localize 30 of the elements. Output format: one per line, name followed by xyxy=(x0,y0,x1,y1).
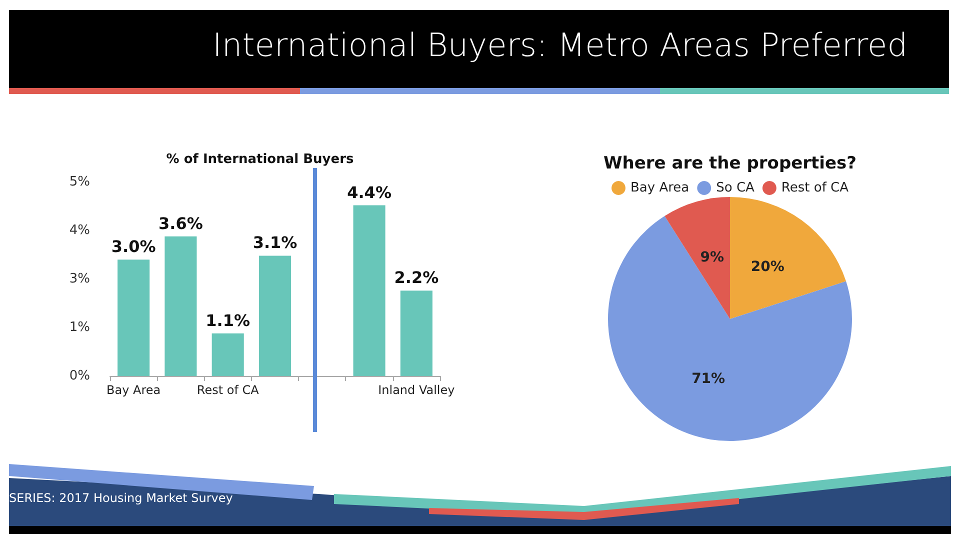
bar xyxy=(118,260,150,376)
x-tick-label: Bay Area xyxy=(106,383,161,397)
data-label: 3.6% xyxy=(158,214,203,233)
data-label: 9% xyxy=(700,250,724,266)
legend-label: Bay Area xyxy=(630,180,690,196)
bar xyxy=(400,290,432,376)
data-label: 2.2% xyxy=(394,268,439,288)
y-tick-label: 4% xyxy=(69,223,90,238)
bar xyxy=(164,236,197,376)
legend-label: Rest of CA xyxy=(781,180,849,196)
y-tick-label: 5% xyxy=(69,174,90,190)
data-label: 4.4% xyxy=(347,182,392,202)
bar xyxy=(258,256,292,376)
bar xyxy=(353,205,386,376)
text: International Buyers: Metro Areas Preferred xyxy=(211,26,908,64)
data-label: 3.0% xyxy=(111,237,156,256)
y-tick-label: 1% xyxy=(69,320,90,335)
y-tick-label: 0% xyxy=(69,368,90,384)
data-label: 1.1% xyxy=(206,310,250,330)
bar xyxy=(212,333,244,376)
legend-label: So CA xyxy=(716,180,755,196)
x-tick-label: Inland Valley xyxy=(378,383,455,397)
chart-title: Where are the properties? xyxy=(604,154,856,174)
data-label: 71% xyxy=(692,371,726,388)
data-label: 3.1% xyxy=(252,233,298,252)
text: SERIES: 2017 Housing Market Survey xyxy=(9,491,233,505)
y-tick-label: 3% xyxy=(69,272,90,286)
x-tick-label: Rest of CA xyxy=(196,383,260,397)
data-label: 20% xyxy=(750,259,784,276)
chart-title: % of International Buyers xyxy=(166,152,354,167)
